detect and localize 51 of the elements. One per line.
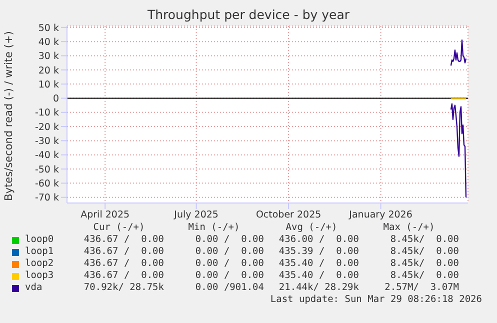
text: 0.00 / 0.00 [194,234,264,246]
text: 0.00 / 0.00 [194,270,264,282]
text: 436.67 / 0.00 [82,270,164,282]
x-tick-label: October 2025 [256,210,322,221]
y-tick-label: 10 k [38,79,60,90]
text: 8.45k/ 0.00 [389,258,459,270]
y-tick-label: 50 k [38,22,60,34]
text: 436.67 / 0.00 [82,246,164,258]
text: 70.92k/ 28.75k [82,282,164,294]
y-tick-label: 20 k [38,65,60,76]
legend-label: loop2 [24,258,55,270]
y-tick-label: 30 k [38,51,60,62]
text: 436.00 / 0.00 [278,234,359,246]
text: 0.00 / 0.00 [194,246,264,258]
text: 0.00 /901.04 [194,282,264,294]
text: 0.00 / 0.00 [194,258,264,270]
y-tick-label: -10 k [34,108,60,119]
x-tick-label: January 2026 [348,210,412,221]
y-tick-label: 0 [52,94,59,105]
line-series [450,103,467,198]
text: Max (-/+) [382,222,436,234]
text: 21.44k/ 28.29k [278,282,359,294]
y-tick-label: -70 k [34,192,60,204]
text: 436.67 / 0.00 [82,258,164,270]
y-tick-label: -50 k [34,164,60,176]
text: 435.39 / 0.00 [278,246,359,258]
text: Min (-/+) [187,222,241,234]
y-tick-label: -20 k [34,122,60,133]
legend-label: loop3 [24,270,55,282]
text: Cur (-/+) [92,222,146,234]
text: 8.45k/ 0.00 [389,234,459,246]
text: Avg (-/+) [284,222,338,234]
text: Last update: Sun Mar 29 08:26:18 2026 [269,294,482,305]
text: 436.67 / 0.00 [82,234,164,246]
text: 2.57M/ 3.07M [384,282,459,294]
text: 435.40 / 0.00 [278,270,359,282]
text: 435.40 / 0.00 [278,258,359,270]
chart-title: Throughput per device - by year [146,6,351,22]
legend-label: loop1 [24,246,55,258]
y-tick-label: -60 k [34,178,60,190]
legend-label: loop0 [24,234,55,246]
y-tick-label: 40 k [38,36,60,48]
y-tick-label: -30 k [34,136,60,148]
x-tick-label: July 2025 [173,210,218,221]
text: 8.45k/ 0.00 [389,270,459,282]
x-tick-label: April 2025 [80,210,130,221]
y-axis-title: Bytes/second read (-) / write (+) [3,31,16,201]
line-series [450,40,467,66]
legend-label: vda [24,282,44,294]
text: 8.45k/ 0.00 [389,246,459,258]
y-tick-label: -40 k [34,150,60,162]
